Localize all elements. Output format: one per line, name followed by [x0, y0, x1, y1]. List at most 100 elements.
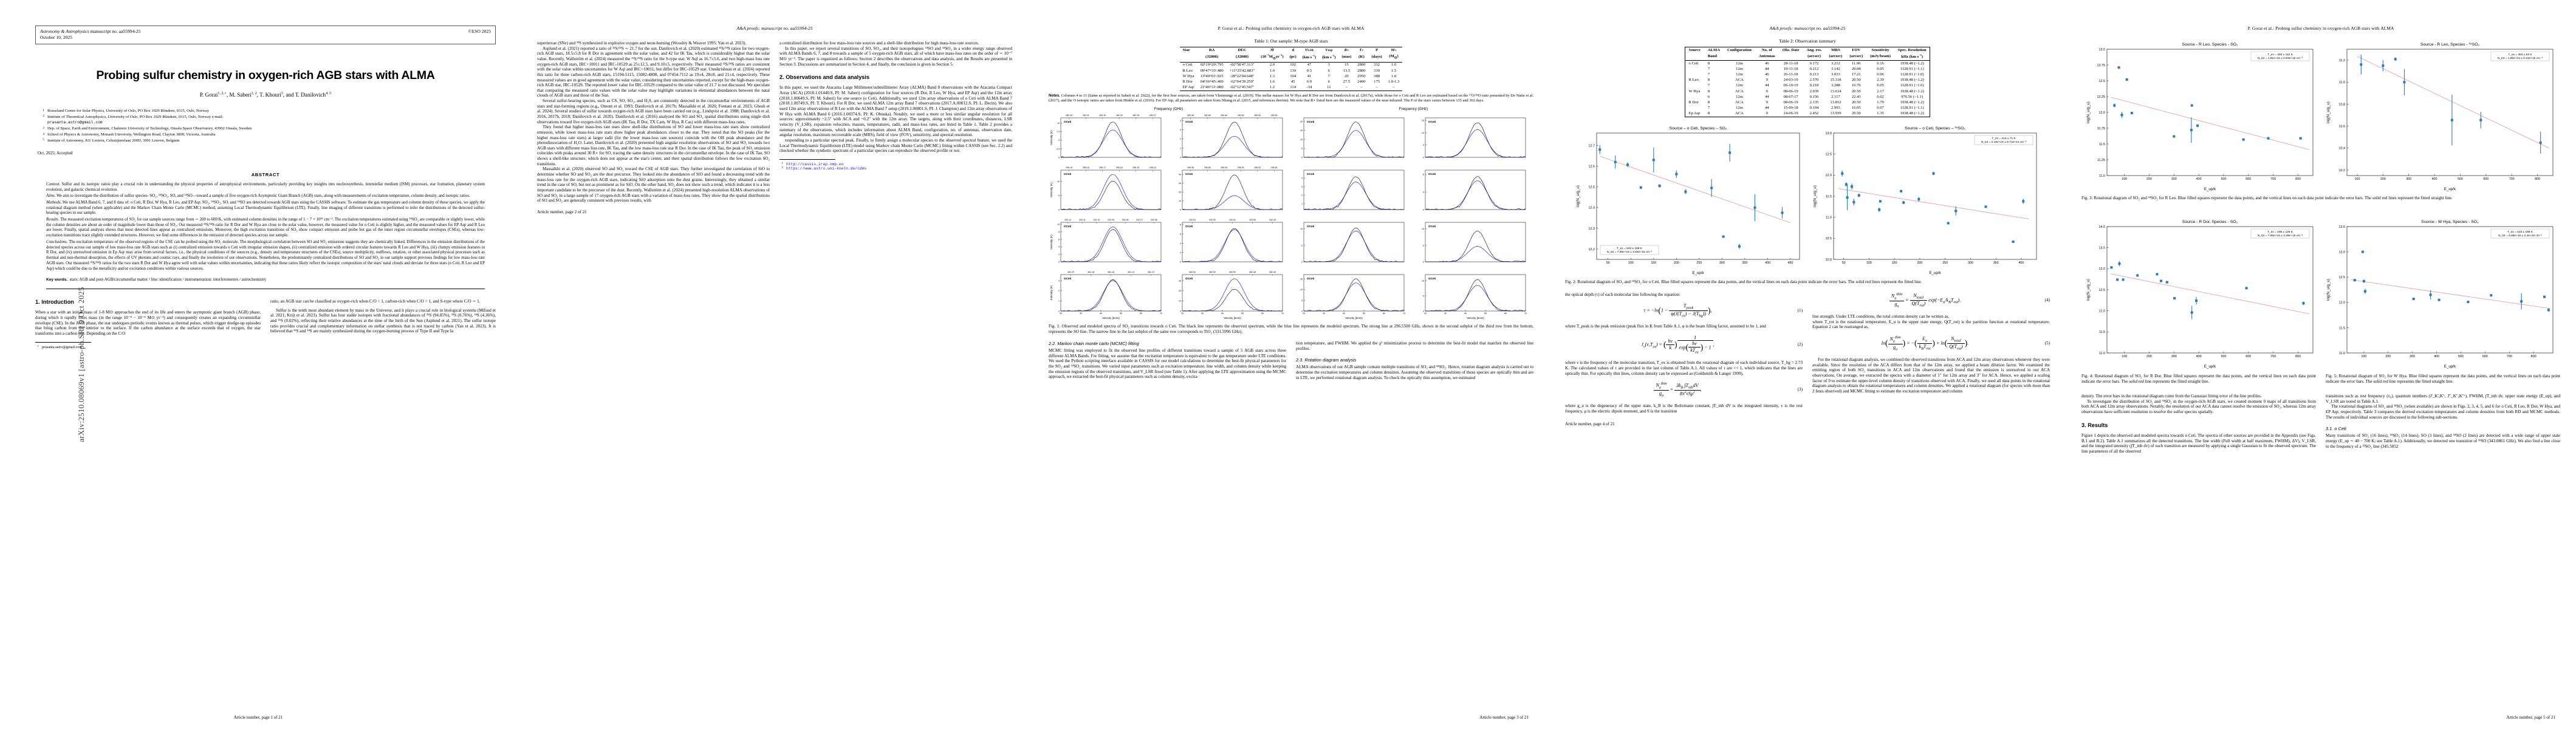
data-point: [2156, 273, 2159, 276]
equation-3: Nuthin gu = 3kB ∫TmbdV 8π3νSμ2, (3): [1565, 382, 1803, 398]
data-point: [2403, 81, 2406, 84]
source-label: OCeti: [1428, 120, 1436, 123]
annotation-box: [2490, 228, 2550, 239]
rotational-diagram-whya-so2: Source - W Hya, Species - SO₂ 100 200 300 40…: [2324, 217, 2558, 369]
svg-text:332.11: 332.11: [1079, 219, 1086, 221]
page2-col-1: supernovae (SNe) and ³³S synthesized in …: [537, 41, 770, 215]
table-cell: 44: [1765, 66, 1769, 71]
svg-text:282.61: 282.61: [1271, 114, 1278, 117]
svg-text:481.14: 481.14: [1128, 271, 1134, 273]
svg-text:150: 150: [1651, 261, 1656, 265]
svg-text:12.5: 12.5: [1589, 186, 1595, 190]
svg-text:296.17: 296.17: [1099, 166, 1106, 169]
svg-text:700: 700: [2270, 177, 2276, 181]
svg-text:13.0: 13.0: [2339, 250, 2346, 254]
svg-text:13.5: 13.5: [2339, 225, 2346, 229]
article-number: Article number, page 1 of 21: [233, 715, 283, 720]
table-cell: 45: [1290, 80, 1295, 84]
svg-text:332.08: 332.08: [1122, 219, 1129, 221]
svg-text:12.2: 12.2: [1589, 248, 1595, 252]
svg-text:5: 5: [1301, 148, 1303, 150]
svg-text:200: 200: [2385, 355, 2391, 358]
source-label: OCeti: [1064, 277, 1071, 280]
svg-text:500: 500: [2458, 177, 2463, 181]
observed-spectrum: [1182, 228, 1283, 262]
table-cell: 1938.48 (~1.2): [1900, 111, 1924, 116]
spectrum-cell: 0 4 8 OCeti: [1413, 163, 1533, 215]
svg-text:12.3: 12.3: [1589, 227, 1595, 231]
svg-text:50: 50: [1120, 312, 1122, 315]
svg-text:0: 0: [1423, 261, 1424, 264]
table-cell: 6: [1327, 68, 1330, 73]
svg-text:100: 100: [2361, 355, 2366, 358]
affiliation-row: 4 School of Physics & Astronomy, Monash U…: [43, 132, 216, 137]
page4-col-1: the optical depth (τ) of each molecular …: [1565, 292, 1803, 426]
observed-spectrum: [1060, 181, 1162, 210]
table-cell: W Hya: [1688, 89, 1701, 94]
svg-text:481.12: 481.12: [1148, 271, 1154, 273]
spectrum-panel: 481.20 481.18 481.16 481.14 481.12 0 1 2 3 OCeti I…: [1050, 271, 1162, 320]
svg-text:5: 5: [1423, 295, 1424, 298]
fit-line: [2111, 273, 2309, 314]
svg-text:13.0: 13.0: [1826, 132, 1832, 135]
svg-text:12.5: 12.5: [2339, 276, 2346, 279]
model-spectrum: [1304, 231, 1405, 262]
svg-text:500: 500: [2458, 355, 2464, 358]
fit-line: [1838, 188, 2029, 219]
svg-text:12.5: 12.5: [2099, 289, 2106, 292]
affiliations: 1 Rosseland Centre for Solar Physics, Uni…: [40, 108, 493, 143]
svg-text:600: 600: [2245, 177, 2251, 181]
table-cell: 9: [1766, 89, 1768, 94]
svg-text:296.16: 296.16: [1116, 166, 1123, 169]
abstract-aims: Aims. We aim to investigate the distribu…: [46, 194, 470, 199]
table-cell: 2400: [1357, 80, 1366, 84]
chart-title: Source – o Ceti, Species – SO₂: [1670, 126, 1727, 131]
body-paragraph: density. The error bars in the rotationa…: [2081, 394, 2262, 399]
table-cell: 08-06-19: [1783, 89, 1798, 94]
section-heading-observations: 2. Observations and data analysis: [779, 74, 870, 81]
annotation-box: [1974, 135, 2033, 145]
svg-text:482.48: 482.48: [1249, 271, 1256, 273]
table-cell: 20.50: [1851, 89, 1861, 94]
svg-text:10: 10: [1057, 122, 1060, 125]
data-point: [2190, 311, 2193, 314]
svg-text:4: 4: [1301, 177, 1303, 180]
observed-spectrum: [1060, 122, 1162, 158]
svg-text:2: 2: [1180, 252, 1181, 255]
svg-text:40: 40: [1464, 312, 1467, 315]
svg-text:282.28: 282.28: [1132, 114, 1139, 117]
footnote-2: 2 https://www.astro.uni-koeln.de/cdms: [781, 166, 867, 171]
svg-text:12.5: 12.5: [1826, 153, 1832, 157]
table-cell: 15: [1345, 63, 1349, 67]
data-point: [2116, 278, 2119, 281]
svg-text:700: 700: [2270, 355, 2276, 358]
table-cell: 0.05: [1877, 66, 1884, 71]
svg-text:300: 300: [2410, 355, 2415, 358]
svg-text:3: 3: [1180, 129, 1181, 132]
svg-text:60: 60: [1261, 312, 1264, 315]
svg-text:60: 60: [1140, 312, 1142, 315]
table-row: EP Aqr 21ʰ46ᵐ31ˢ.880 -02°12′45.547″ 1.2 114-…: [1179, 84, 1403, 91]
table-cell: 2800: [1357, 63, 1366, 67]
table-cell: 1128.91 (~1.0): [1900, 83, 1924, 88]
table-cell: -02°58′47.313″: [1230, 63, 1255, 67]
svg-text:11.5: 11.5: [2099, 330, 2105, 334]
svg-text:282.31: 282.31: [1083, 114, 1089, 117]
svg-text:11.0: 11.0: [2339, 352, 2345, 355]
table-cell: 9: [1766, 111, 1768, 116]
svg-text:4: 4: [1423, 191, 1424, 194]
table-cell: +11°25′42.883″: [1229, 68, 1255, 73]
svg-text:12.25: 12.25: [2097, 95, 2106, 99]
table-cell: 27.5: [1343, 80, 1351, 84]
table-2-caption: Table 2: Observation summary: [1779, 38, 1836, 44]
table-cell: 130: [1290, 68, 1297, 73]
table-row: 7 12m 44 06-10-19 0.218 3.288 16.76 0.05 1128.91…: [1685, 83, 1930, 89]
svg-text:200: 200: [2146, 355, 2152, 358]
svg-text:0: 0: [1423, 310, 1424, 313]
abstract-results: Results. The measured excitation tempera…: [46, 217, 485, 238]
x-axis-label: E_up/k: [1929, 271, 1941, 275]
data-point: [1722, 235, 1725, 238]
svg-text:400: 400: [2434, 355, 2439, 358]
table-cell: 388: [1374, 74, 1380, 78]
svg-text:30: 30: [1444, 312, 1447, 315]
